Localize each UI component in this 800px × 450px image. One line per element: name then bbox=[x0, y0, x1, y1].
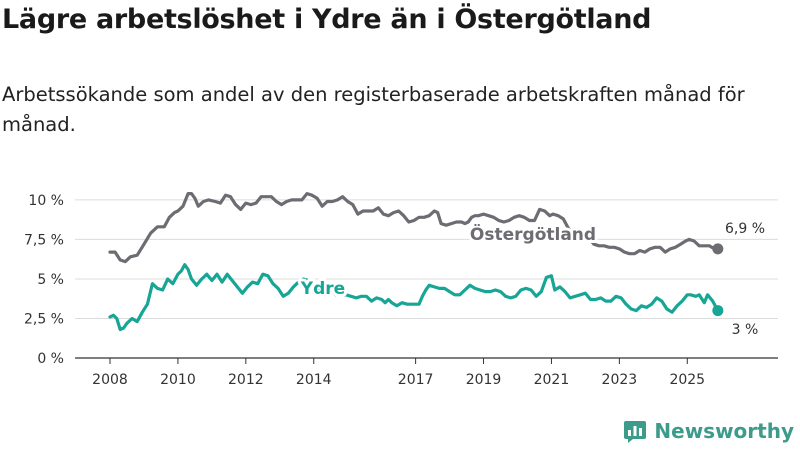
x-tick-label: 2017 bbox=[398, 372, 434, 388]
x-tick-label: 2012 bbox=[228, 372, 264, 388]
x-tick-label: 2021 bbox=[534, 372, 570, 388]
end-value-label-ostergotland: 6,9 % bbox=[725, 221, 765, 237]
series-lines bbox=[108, 192, 724, 332]
chart-title: Lägre arbetslöshet i Ydre än i Östergötl… bbox=[2, 4, 652, 35]
series-line-ostergotland bbox=[108, 192, 720, 264]
x-tick-label: 2014 bbox=[296, 372, 332, 388]
series-labels: Östergötland 6,9 % Ydre 3 % bbox=[297, 219, 767, 340]
y-tick-label: 2,5 % bbox=[24, 311, 64, 327]
brand-logo[interactable]: Newsworthy bbox=[623, 419, 794, 443]
end-point-ostergotland bbox=[712, 243, 724, 255]
x-axis: 2008 2010 2012 2014 2017 2019 2021 2023 2025 bbox=[75, 357, 778, 388]
y-tick-label: 10 % bbox=[28, 193, 64, 209]
y-tick-label: 0 % bbox=[37, 351, 64, 367]
series-label-ostergotland: Östergötland bbox=[470, 223, 596, 245]
x-tick-label: 2025 bbox=[669, 372, 705, 388]
x-tick-label: 2010 bbox=[160, 372, 196, 388]
y-tick-label: 5 % bbox=[37, 272, 64, 288]
chart-subtitle: Arbetssökande som andel av den registerb… bbox=[2, 83, 745, 136]
end-point-ydre bbox=[712, 305, 724, 317]
x-tick-label: 2019 bbox=[466, 372, 502, 388]
series-line-ydre bbox=[108, 263, 720, 332]
y-tick-label: 7,5 % bbox=[24, 232, 64, 248]
end-value-label-ydre: 3 % bbox=[732, 322, 759, 338]
x-tick-label: 2008 bbox=[92, 372, 128, 388]
x-tick-label: 2023 bbox=[602, 372, 638, 388]
series-label-ydre: Ydre bbox=[300, 279, 345, 299]
brand-name: Newsworthy bbox=[654, 419, 794, 443]
y-axis-ticks: 0 % 2,5 % 5 % 7,5 % 10 % bbox=[24, 193, 64, 367]
newsworthy-logo-icon bbox=[624, 421, 647, 443]
grid-lines bbox=[75, 199, 778, 319]
